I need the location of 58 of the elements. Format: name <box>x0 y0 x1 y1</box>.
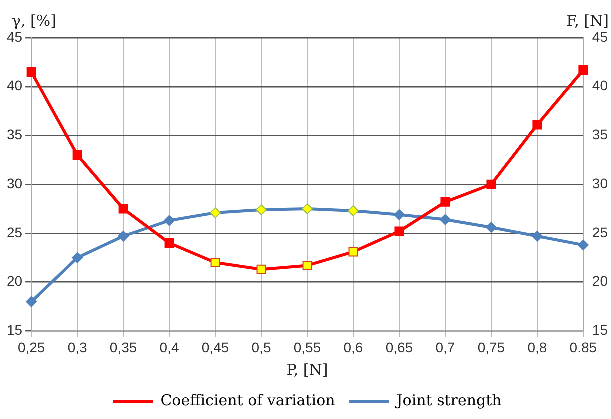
point <box>394 226 404 236</box>
y2-tick-label: 35 <box>592 126 608 143</box>
point <box>210 207 222 218</box>
y2-tick-label: 15 <box>592 322 608 338</box>
point <box>486 222 497 234</box>
point <box>26 67 36 77</box>
x-tick-label: 0,35 <box>110 339 138 356</box>
point <box>348 205 359 216</box>
x-tick-label: 0,3 <box>68 339 88 356</box>
point <box>26 296 38 308</box>
point <box>164 238 174 248</box>
x-tick-label: 0,6 <box>344 339 364 356</box>
y2-tick-label: 20 <box>592 273 608 290</box>
point <box>302 204 313 215</box>
y2-tick-label: 25 <box>592 224 608 240</box>
x-tick-label: 0,4 <box>160 339 180 356</box>
x-tick-label: 0,25 <box>18 339 46 356</box>
point <box>348 247 358 257</box>
point <box>210 258 220 268</box>
x-tick-label: 0,55 <box>294 339 322 356</box>
x-tick-label: 0,75 <box>478 339 506 356</box>
point <box>486 180 496 190</box>
point <box>118 230 130 242</box>
y-tick-label: 45 <box>6 28 23 45</box>
x-axis-title: P, [N] <box>286 360 328 379</box>
y-axis-title: γ, [%] <box>12 12 56 30</box>
y2-tick-label: 30 <box>592 175 608 192</box>
point <box>440 214 451 226</box>
point <box>302 260 312 270</box>
point <box>578 66 588 75</box>
legend-label: Joint strength <box>394 391 502 410</box>
y-tick-label: 35 <box>6 126 23 143</box>
x-tick-label: 0,5 <box>252 339 272 356</box>
point <box>118 204 128 214</box>
x-tick-label: 0,45 <box>202 339 230 356</box>
y-tick-label: 15 <box>6 322 23 338</box>
x-tick-label: 0,8 <box>528 339 548 356</box>
y2-axis-title: F, [N] <box>566 12 609 30</box>
y-tick-label: 20 <box>6 273 23 290</box>
x-tick-label: 0.85 <box>570 339 598 356</box>
point <box>394 209 405 220</box>
point <box>578 240 589 251</box>
point <box>72 252 84 264</box>
point <box>72 150 82 160</box>
point <box>164 215 176 226</box>
point <box>532 230 543 242</box>
point <box>532 120 542 130</box>
point <box>256 204 268 216</box>
point <box>256 264 266 274</box>
x-tick-label: 0,7 <box>436 339 456 356</box>
legend-label: Coefficient of variation <box>160 391 336 410</box>
point <box>440 197 450 207</box>
y2-tick-label: 40 <box>592 78 608 94</box>
y-tick-label: 30 <box>6 175 23 192</box>
y-tick-label: 40 <box>6 78 23 94</box>
y-tick-label: 25 <box>6 224 23 240</box>
x-tick-label: 0,65 <box>386 339 414 356</box>
y2-tick-label: 45 <box>592 28 608 45</box>
